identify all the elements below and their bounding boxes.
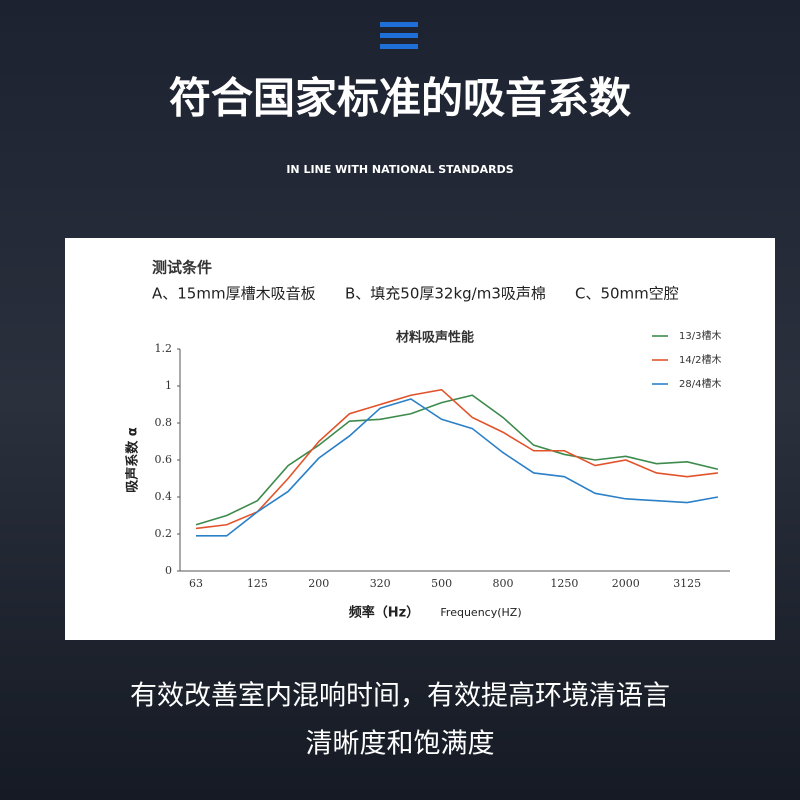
x-tick-label: 2000 (612, 577, 640, 590)
legend-label: 28/4槽木 (679, 377, 721, 390)
condition: A、15mm厚槽木吸音板 (152, 285, 316, 303)
y-tick-label: 0.6 (155, 453, 173, 466)
x-tick-label: 1250 (550, 577, 578, 590)
legend-label: 13/3槽木 (679, 329, 721, 342)
menu-icon (380, 22, 418, 49)
chart-panel (65, 238, 775, 640)
x-tick-label: 320 (370, 577, 391, 590)
series-line (195, 388, 718, 530)
y-axis-label: 吸声系数 α (125, 427, 141, 493)
y-tick-label: 0.2 (155, 527, 173, 540)
chart-title: 材料吸声性能 (396, 330, 474, 346)
condition: B、填充50厚32kg/m3吸声棉 (345, 285, 546, 303)
condition: C、50mm空腔 (575, 285, 679, 303)
x-tick-label: 200 (308, 577, 329, 590)
legend-label: 14/2槽木 (679, 353, 721, 366)
x-tick-label: 63 (189, 577, 203, 590)
subtitle: IN LINE WITH NATIONAL STANDARDS (286, 163, 513, 176)
series-line (196, 398, 719, 537)
y-tick-label: 0 (165, 564, 172, 577)
footer-line: 有效改善室内混响时间，有效提高环境清语言 (130, 681, 670, 712)
panel-heading: 测试条件 (152, 259, 212, 277)
x-tick-label: 125 (247, 577, 268, 590)
y-tick-label: 1.2 (155, 342, 173, 355)
x-axis-label: 频率（Hz） (349, 605, 419, 621)
x-tick-label: 3125 (673, 577, 701, 590)
footer-line: 清晰度和饱满度 (306, 729, 495, 760)
x-axis-label-en: Frequency(HZ) (440, 606, 521, 619)
series-line (195, 394, 719, 526)
x-tick-label: 500 (431, 577, 452, 590)
x-tick-label: 800 (493, 577, 514, 590)
y-tick-label: 0.4 (155, 490, 173, 503)
y-tick-label: 0.8 (155, 416, 173, 429)
y-tick-label: 1 (165, 379, 172, 392)
title: 符合国家标准的吸音系数 (169, 74, 631, 123)
